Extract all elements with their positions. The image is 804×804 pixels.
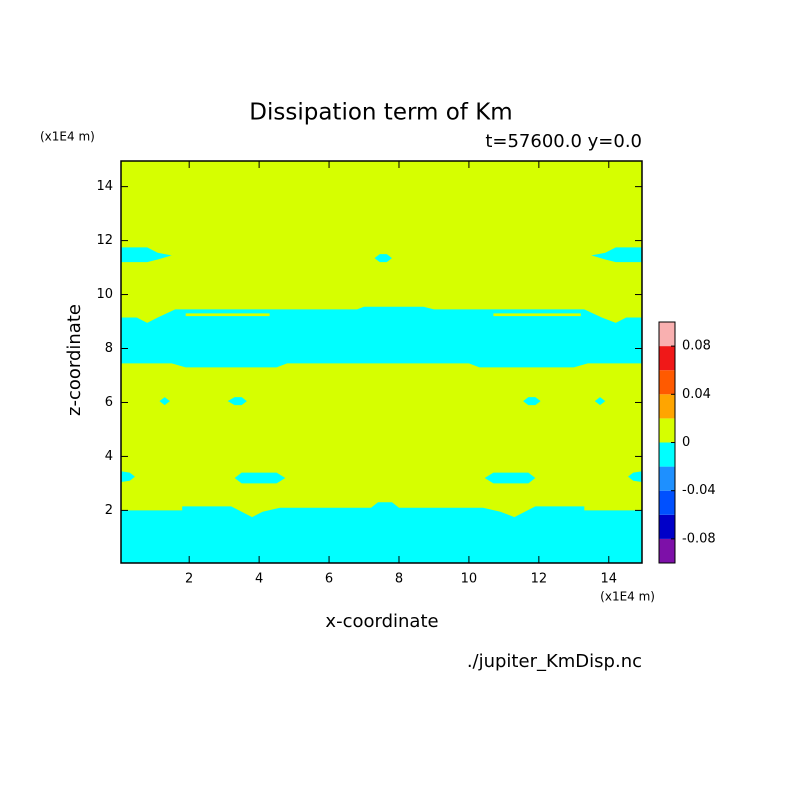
y-tick-label: 10	[96, 287, 113, 302]
colorbar-swatch	[659, 346, 675, 371]
y-axis-label: z-coordinate	[64, 304, 85, 416]
contour-region	[591, 247, 642, 263]
source-file: ./jupiter_KmDisp.nc	[467, 651, 642, 672]
colorbar-tick-label: -0.04	[682, 483, 716, 498]
colorbar-swatch	[659, 418, 675, 443]
y-tick-label: 2	[105, 503, 113, 518]
contour-region	[227, 397, 247, 406]
colorbar-swatch	[659, 370, 675, 395]
x-tick-label: 6	[325, 572, 333, 587]
colorbar-swatch	[659, 490, 675, 515]
contour-region	[523, 397, 541, 406]
colorbar-swatch	[659, 538, 675, 563]
contour-region	[484, 472, 536, 484]
y-tick-label: 12	[96, 233, 113, 248]
colorbar-tick-label: -0.08	[682, 531, 716, 546]
colorbar-tick-label: 0.04	[682, 387, 711, 402]
y-tick-label: 6	[105, 395, 113, 410]
contour-region	[594, 397, 606, 406]
x-unit: (x1E4 m)	[600, 590, 655, 604]
contour-region	[121, 306, 642, 368]
contour-region	[159, 397, 170, 406]
x-tick-label: 8	[395, 572, 403, 587]
chart-title: Dissipation term of Km	[249, 100, 512, 126]
colorbar-swatch	[659, 322, 675, 347]
y-unit: (x1E4 m)	[40, 130, 95, 144]
x-tick-label: 12	[531, 572, 548, 587]
y-tick-label: 4	[105, 449, 113, 464]
y-tick-label: 14	[96, 179, 113, 194]
chart-subtitle: t=57600.0 y=0.0	[485, 131, 642, 152]
contour-region	[121, 471, 135, 483]
x-axis-label: x-coordinate	[325, 611, 438, 632]
contour-region	[628, 471, 642, 483]
plot-frame	[120, 160, 643, 564]
x-tick-label: 4	[255, 572, 263, 587]
colorbar-swatch	[659, 394, 675, 419]
contour-region	[493, 313, 581, 317]
y-tick-label: 8	[105, 341, 113, 356]
x-tick-label: 2	[185, 572, 193, 587]
x-tick-label: 10	[461, 572, 478, 587]
contour-region	[234, 472, 286, 484]
contour-region	[121, 502, 642, 563]
colorbar-swatch	[659, 442, 675, 467]
colorbar-swatch	[659, 514, 675, 539]
x-tick-label: 14	[601, 572, 618, 587]
colorbar-tick-label: 0.08	[682, 339, 711, 354]
contour-region	[185, 313, 270, 317]
colorbar-tick-label: 0	[682, 435, 690, 450]
contour-region	[374, 254, 392, 263]
colorbar-swatch	[659, 466, 675, 491]
contour-region	[121, 247, 172, 263]
